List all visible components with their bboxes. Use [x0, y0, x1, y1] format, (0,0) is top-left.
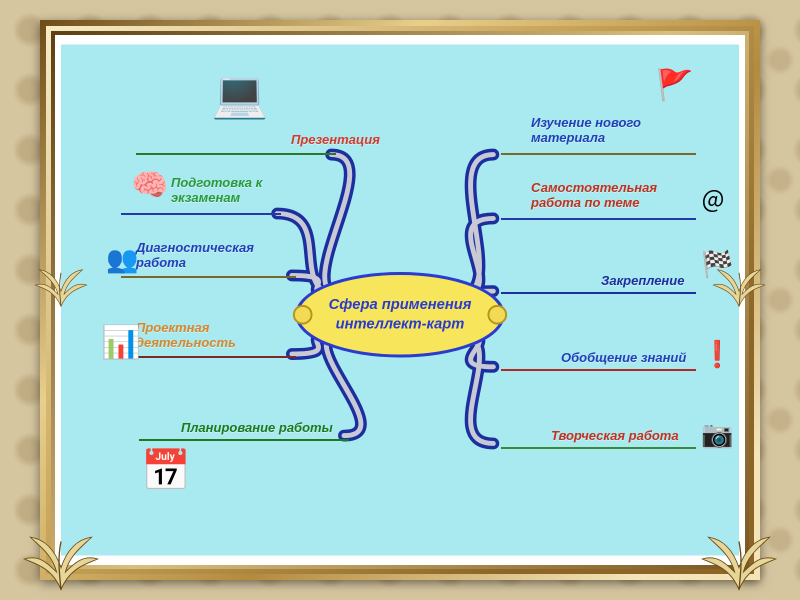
branch-label-presentation: Презентация	[291, 133, 380, 148]
exclaim-icon: ❗	[701, 341, 733, 367]
branch-rule-new-material	[501, 153, 696, 155]
center-title-line2: интеллект-карт	[336, 316, 465, 332]
branch-label-planning: Планирование работы	[181, 421, 333, 436]
laptop-icon: 💻	[211, 71, 268, 117]
branch-rule-project	[121, 356, 296, 358]
branch-rule-generalization	[501, 369, 696, 371]
branch-rule-consolidation	[501, 292, 696, 294]
at-icon: ＠	[701, 191, 725, 215]
start-icon: 🚩	[656, 71, 693, 101]
branch-label-creative: Творческая работа	[551, 429, 679, 444]
branch-label-consolidation: Закрепление	[601, 274, 684, 289]
branch-rule-planning	[139, 439, 349, 441]
branch-rule-exam-prep	[121, 213, 281, 215]
branch-label-generalization: Обобщение знаний	[561, 351, 686, 366]
branch-label-project: Проектная деятельность	[136, 321, 236, 351]
finish-icon: 🏁	[701, 251, 733, 277]
mindmap-canvas: Сфера применения интеллект-карт Презента…	[61, 41, 739, 559]
people-icon: 👥	[106, 246, 138, 272]
center-title-line1: Сфера применения	[329, 297, 472, 313]
branch-rule-creative	[501, 447, 696, 449]
brain-icon: 🧠	[131, 171, 168, 201]
branch-rule-diagnostic	[121, 276, 296, 278]
branch-label-independent: Самостоятельная работа по теме	[531, 181, 657, 211]
calendar-icon: 📅	[141, 451, 191, 491]
picture-frame: Сфера применения интеллект-карт Презента…	[40, 20, 760, 580]
branch-label-new-material: Изучение нового материала	[531, 116, 641, 146]
branch-rule-presentation	[136, 153, 336, 155]
branch-rule-independent	[501, 218, 696, 220]
branch-label-diagnostic: Диагностическая работа	[136, 241, 254, 271]
branch-label-exam-prep: Подготовка к экзаменам	[171, 176, 262, 206]
camera-icon: 📷	[701, 421, 733, 447]
chart-icon: 📊	[101, 326, 141, 358]
center-node	[297, 273, 503, 356]
